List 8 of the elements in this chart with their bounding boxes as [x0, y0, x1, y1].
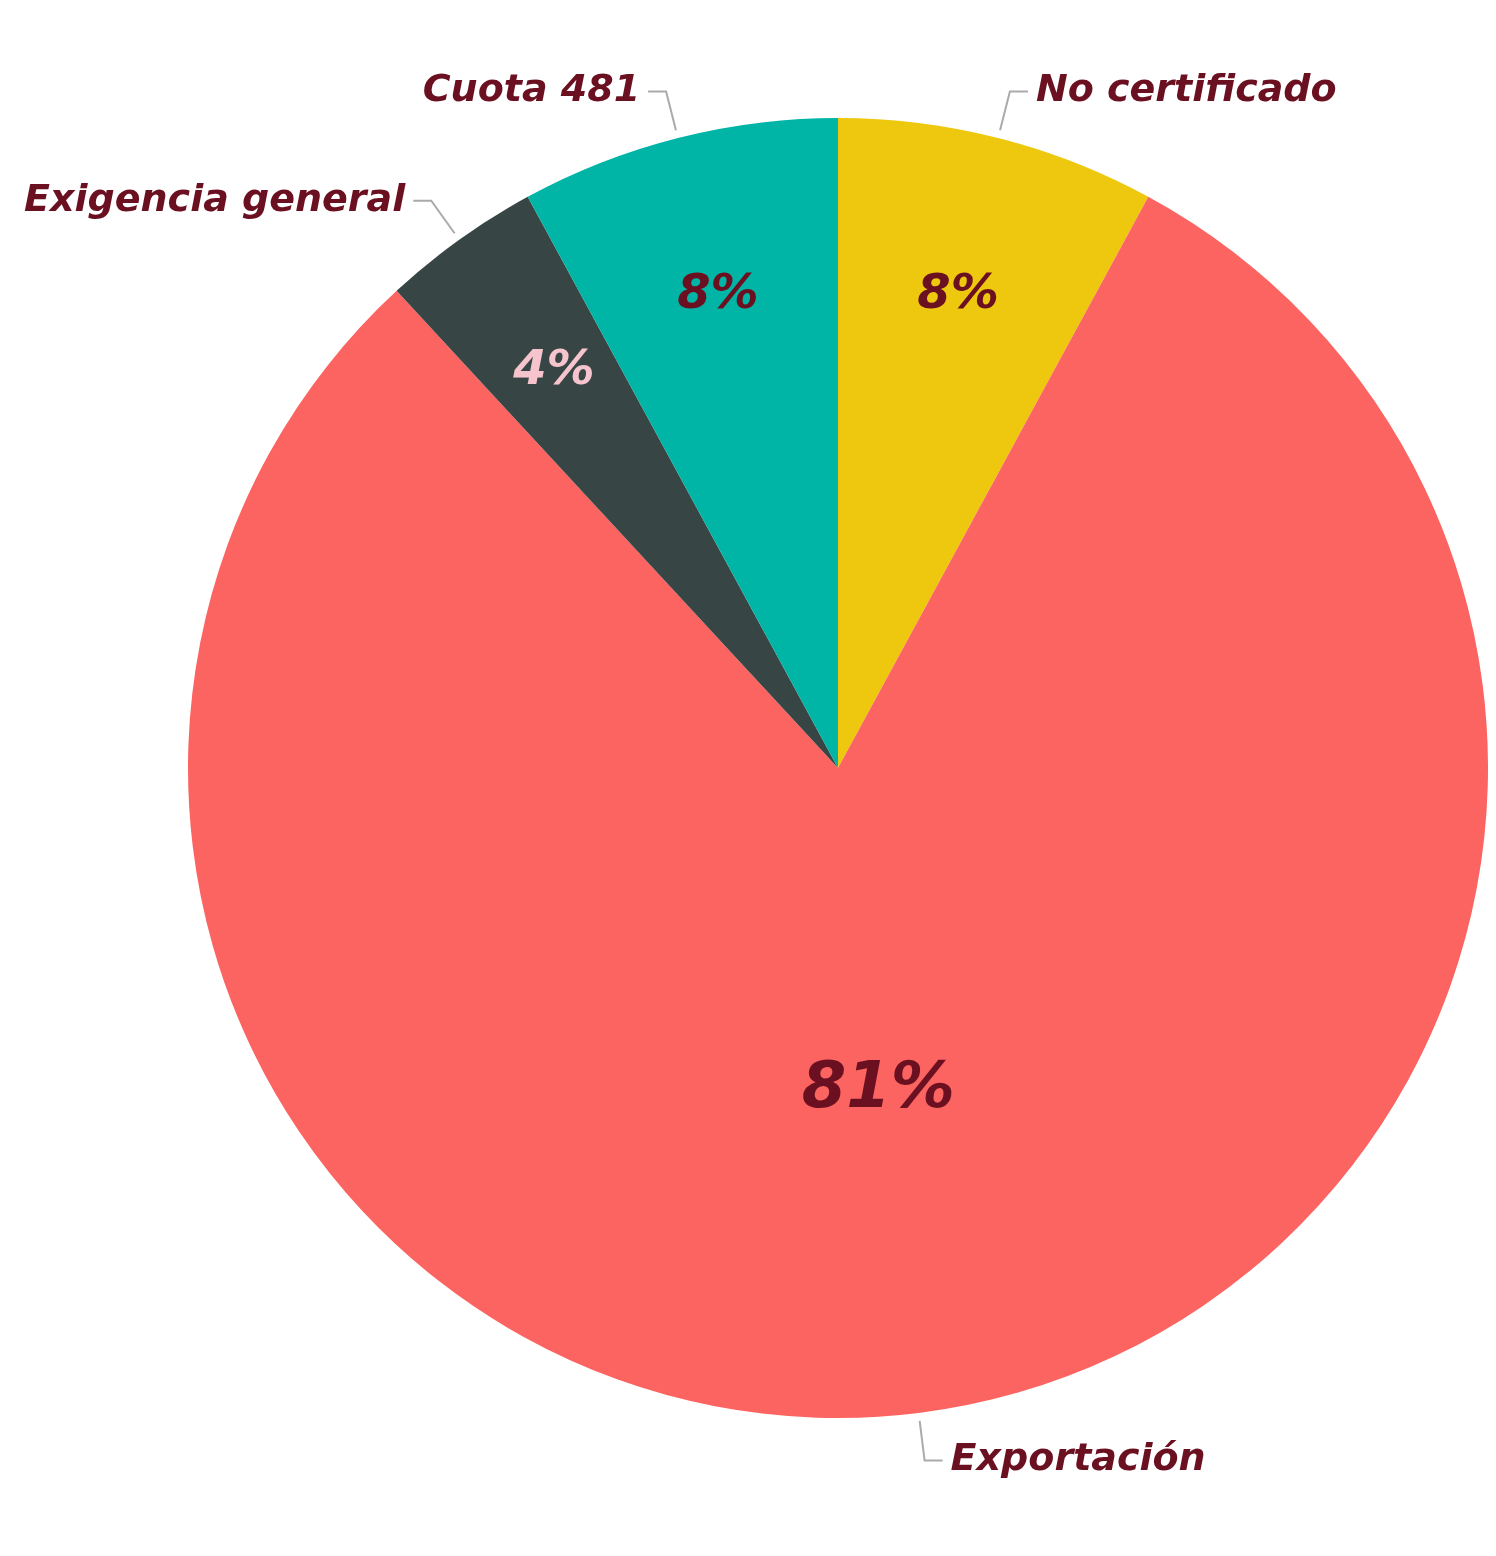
slice-label: Exportación — [950, 1435, 1206, 1480]
data-label: 4% — [512, 339, 595, 396]
data-label: 8% — [677, 262, 759, 319]
slice-label: Cuota 481 — [422, 66, 641, 111]
data-label: 81% — [801, 1048, 955, 1123]
data-label: 8% — [917, 262, 999, 319]
slice-label: No certificado — [1035, 66, 1337, 111]
slice-label: Exigencia general — [24, 175, 407, 220]
